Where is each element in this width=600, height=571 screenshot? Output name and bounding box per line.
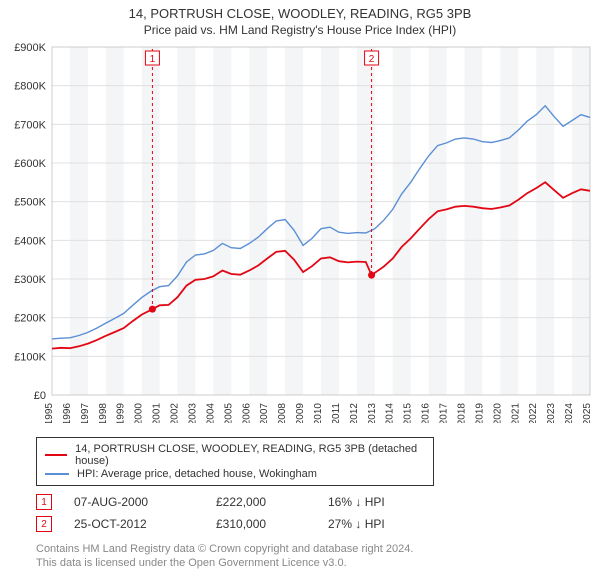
- page-title: 14, PORTRUSH CLOSE, WOODLEY, READING, RG…: [0, 6, 600, 21]
- svg-text:£300K: £300K: [14, 274, 46, 286]
- svg-text:2006: 2006: [241, 403, 252, 423]
- svg-text:£0: £0: [34, 390, 46, 402]
- attribution: Contains HM Land Registry data © Crown c…: [36, 542, 576, 571]
- svg-text:2018: 2018: [456, 403, 467, 423]
- sale-price: £310,000: [216, 517, 306, 531]
- svg-text:£900K: £900K: [14, 43, 46, 54]
- sale-marker-icon: 2: [36, 516, 52, 532]
- svg-text:2017: 2017: [439, 403, 450, 423]
- legend-box: 14, PORTRUSH CLOSE, WOODLEY, READING, RG…: [36, 437, 434, 486]
- svg-text:2015: 2015: [403, 403, 414, 423]
- legend-item: 14, PORTRUSH CLOSE, WOODLEY, READING, RG…: [45, 443, 425, 467]
- svg-text:1997: 1997: [80, 403, 91, 423]
- svg-text:2022: 2022: [528, 403, 539, 423]
- svg-text:2009: 2009: [295, 403, 306, 423]
- sales-table: 1 07-AUG-2000 £222,000 16% ↓ HPI 2 25-OCT-201…: [36, 494, 576, 532]
- sale-row: 2 25-OCT-2012 £310,000 27% ↓ HPI: [36, 516, 576, 532]
- svg-text:1: 1: [150, 54, 156, 65]
- sale-price: £222,000: [216, 495, 306, 509]
- legend-swatch: [45, 473, 69, 475]
- svg-text:2003: 2003: [187, 403, 198, 423]
- line-chart: £0 £100K £200K £300K £400K £500K £600K £700K £80…: [0, 43, 600, 423]
- sale-date: 07-AUG-2000: [74, 495, 194, 509]
- svg-text:£100K: £100K: [14, 351, 46, 363]
- sale-row: 1 07-AUG-2000 £222,000 16% ↓ HPI: [36, 494, 576, 510]
- sale-date: 25-OCT-2012: [74, 517, 194, 531]
- svg-text:1999: 1999: [116, 403, 127, 423]
- svg-text:£200K: £200K: [14, 313, 46, 325]
- legend-item: HPI: Average price, detached house, Woki…: [45, 468, 425, 480]
- svg-text:2024: 2024: [564, 403, 575, 423]
- svg-text:2023: 2023: [546, 403, 557, 423]
- chart-area: £0 £100K £200K £300K £400K £500K £600K £700K £80…: [0, 43, 600, 433]
- attribution-line: Contains HM Land Registry data © Crown c…: [36, 542, 576, 556]
- sale-delta: 27% ↓ HPI: [328, 517, 385, 531]
- svg-text:2001: 2001: [152, 403, 163, 423]
- svg-text:1995: 1995: [44, 403, 55, 423]
- legend-swatch: [45, 454, 67, 456]
- svg-text:2007: 2007: [259, 403, 270, 423]
- svg-text:2025: 2025: [582, 403, 593, 423]
- legend-label: 14, PORTRUSH CLOSE, WOODLEY, READING, RG…: [75, 443, 425, 467]
- svg-text:2005: 2005: [223, 403, 234, 423]
- svg-text:2002: 2002: [170, 403, 181, 423]
- svg-text:2010: 2010: [313, 403, 324, 423]
- svg-text:£800K: £800K: [14, 81, 46, 93]
- page-subtitle: Price paid vs. HM Land Registry's House …: [0, 23, 600, 37]
- svg-text:£400K: £400K: [14, 235, 46, 247]
- attribution-line: This data is licensed under the Open Gov…: [36, 556, 576, 570]
- svg-text:1998: 1998: [98, 403, 109, 423]
- svg-text:2013: 2013: [367, 403, 378, 423]
- svg-text:2000: 2000: [134, 403, 145, 423]
- svg-text:2012: 2012: [349, 403, 360, 423]
- svg-text:2008: 2008: [277, 403, 288, 423]
- svg-text:2: 2: [369, 54, 375, 65]
- svg-text:2016: 2016: [421, 403, 432, 423]
- svg-text:£600K: £600K: [14, 158, 46, 170]
- legend-label: HPI: Average price, detached house, Woki…: [77, 468, 317, 480]
- svg-text:2020: 2020: [492, 403, 503, 423]
- svg-text:£500K: £500K: [14, 197, 46, 209]
- svg-text:2021: 2021: [510, 403, 521, 423]
- svg-text:2019: 2019: [474, 403, 485, 423]
- svg-text:2004: 2004: [205, 403, 216, 423]
- svg-text:1996: 1996: [62, 403, 73, 423]
- sale-delta: 16% ↓ HPI: [328, 495, 385, 509]
- sale-marker-icon: 1: [36, 494, 52, 510]
- svg-text:£700K: £700K: [14, 119, 46, 131]
- svg-text:2014: 2014: [385, 403, 396, 423]
- svg-text:2011: 2011: [331, 403, 342, 423]
